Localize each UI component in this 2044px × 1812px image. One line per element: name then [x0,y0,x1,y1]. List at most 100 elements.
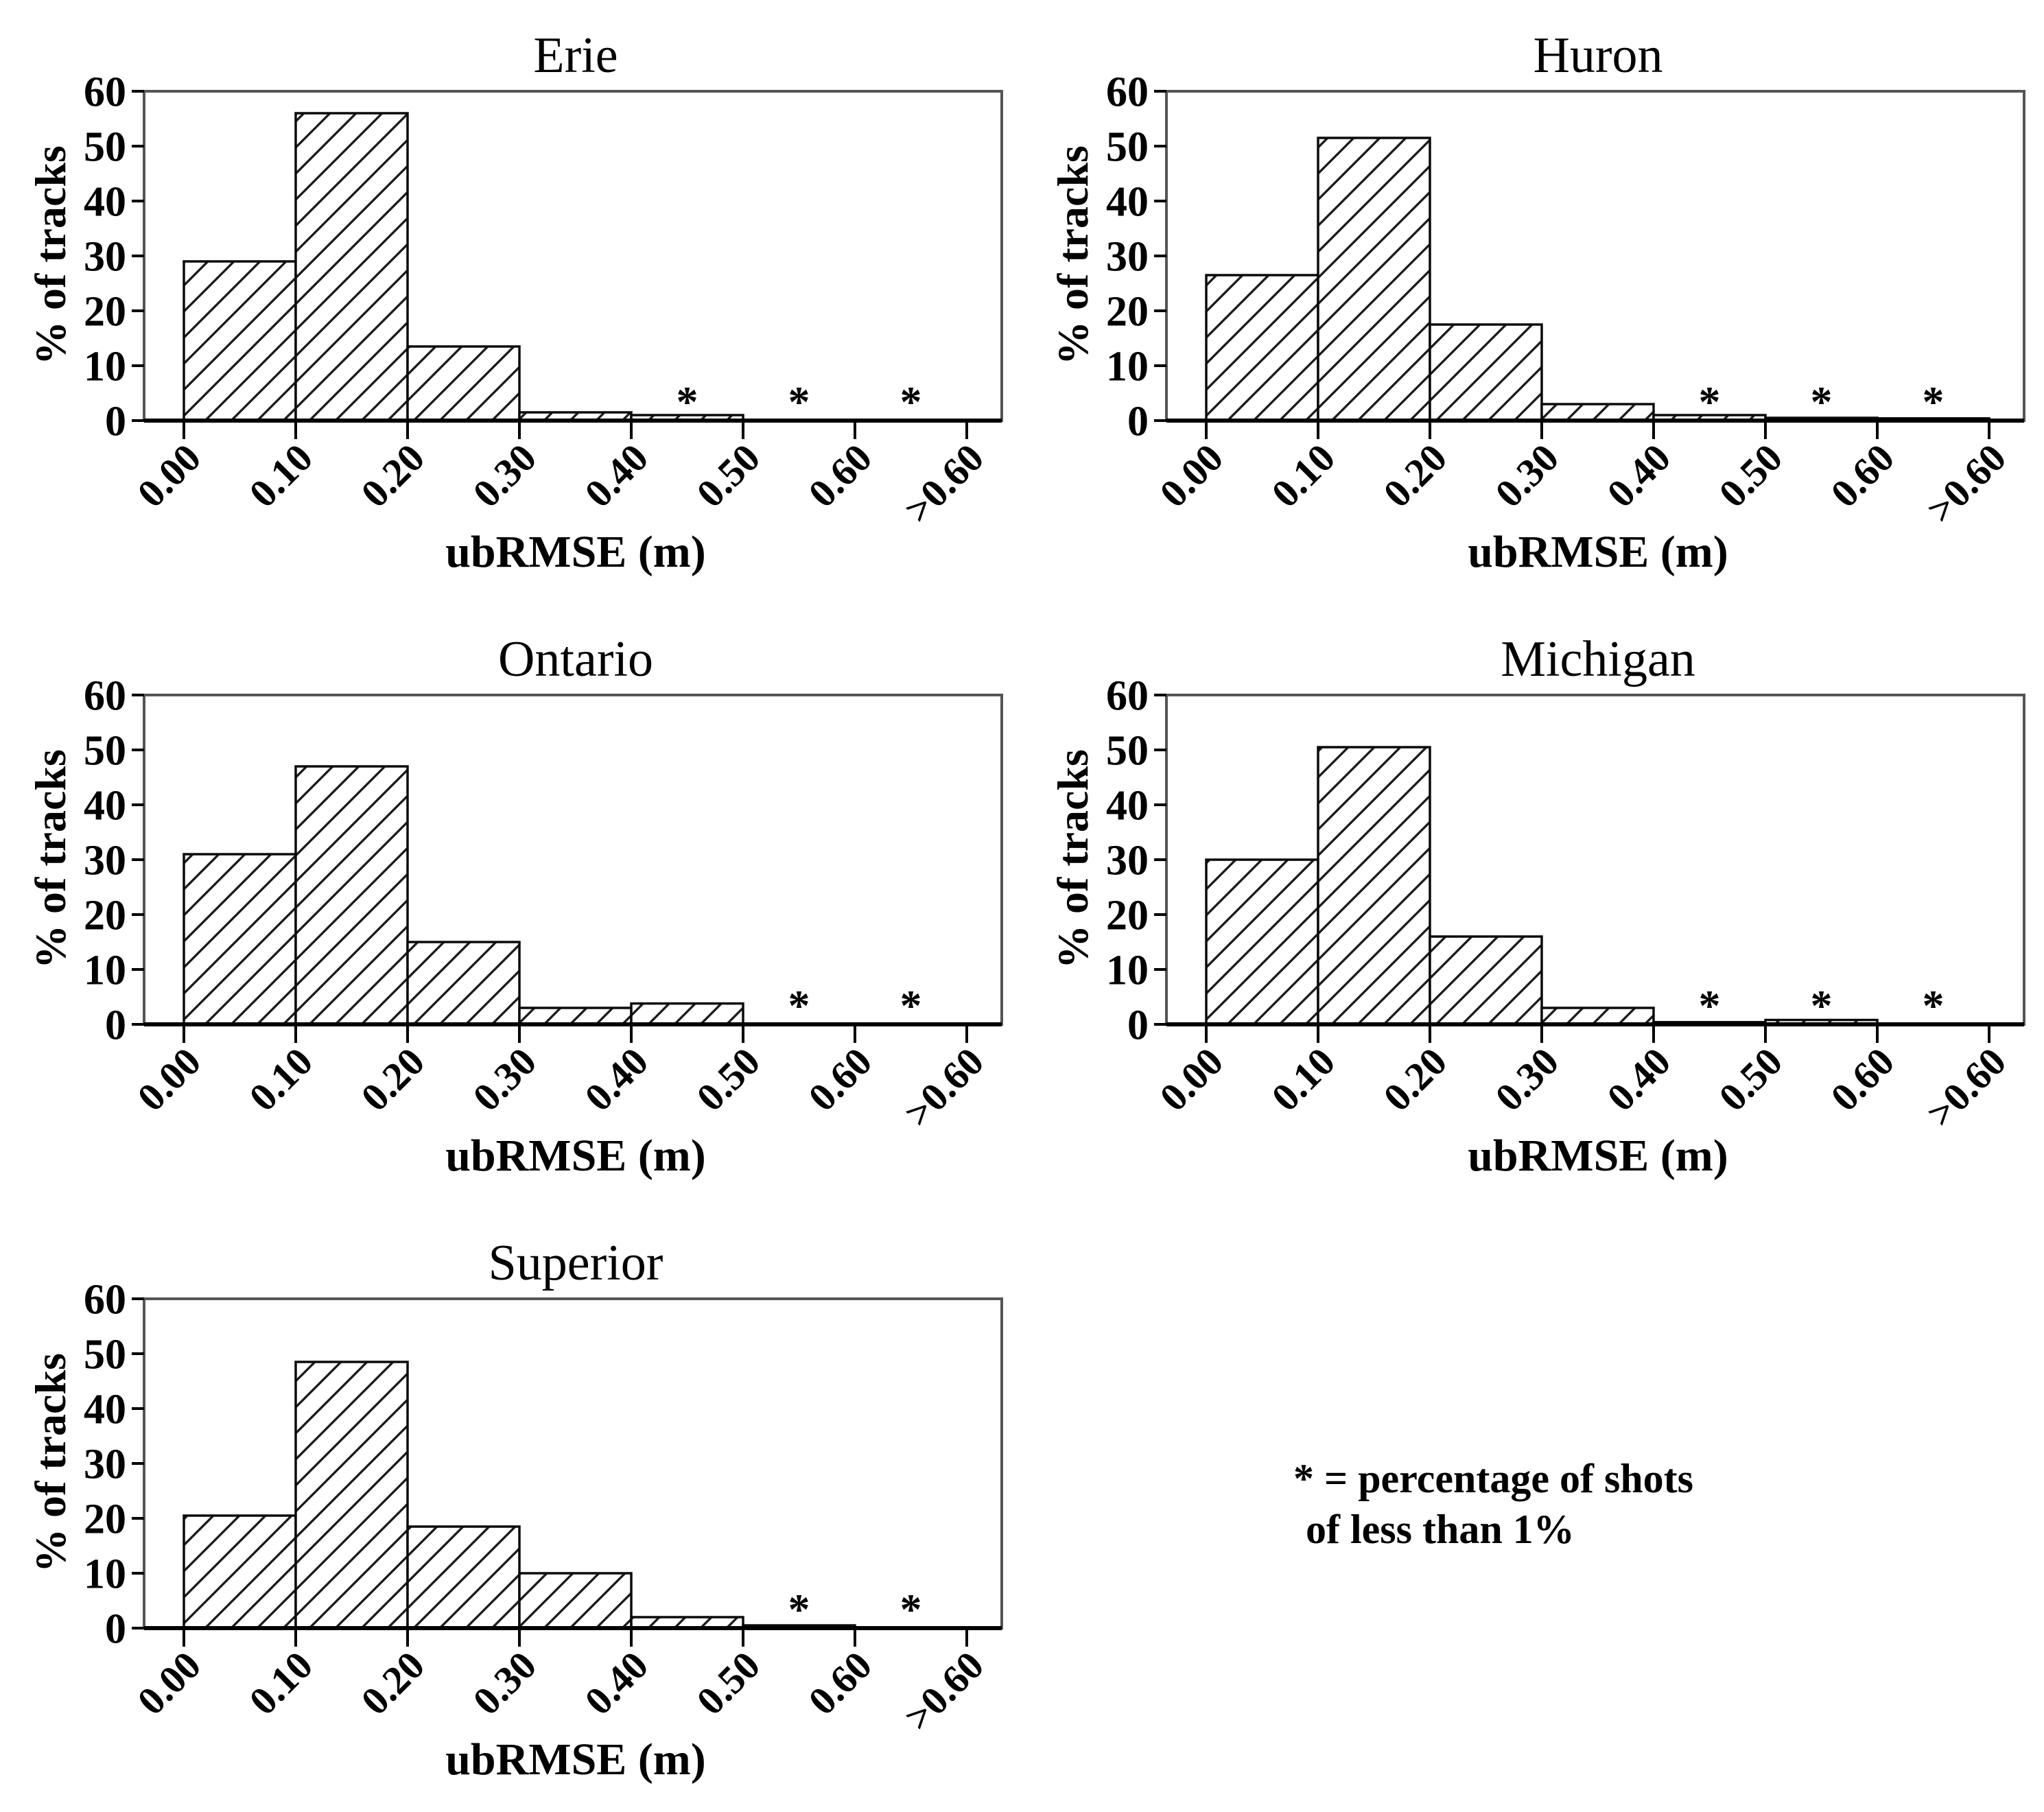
x-tick-label: >0.60 [895,435,992,532]
y-tick-label: 60 [84,673,126,720]
histogram-bar [1429,935,1543,1026]
asterisk-marker: * [900,377,922,426]
histogram-bar [406,941,521,1026]
x-axis-label: ubRMSE (m) [1468,527,1728,577]
x-tick-label: 0.50 [1710,435,1791,516]
x-tick-label: 0.00 [1151,435,1232,516]
y-tick-label: 20 [1106,289,1149,336]
asterisk-marker: * [788,981,810,1030]
y-tick-label: 40 [84,179,126,226]
histogram-canvas-superior: 0 10 20 30 40 50 60 0.00 0.10 0.20 0.30 0.40 0.50 0.6… [84,1277,1003,1739]
y-tick-label: 30 [84,234,126,281]
y-tick-label: 10 [1106,344,1149,390]
x-tick-label: 0.00 [128,1643,209,1723]
y-tick-label: 10 [1106,948,1149,994]
y-tick-label: 0 [1127,1002,1149,1049]
asterisk-marker: * [1923,377,1945,426]
y-tick-label: 20 [1106,893,1149,939]
x-tick-label: 0.40 [576,1643,657,1723]
bars [183,765,744,1026]
histogram-bar [1317,137,1431,422]
x-tick-label: >0.60 [895,1039,992,1136]
subplot-erie: 0 10 20 30 40 50 60 0.00 0.10 0.20 0.30 0.40 0.50 0.6… [0,0,1022,604]
y-tick-label: 60 [84,69,126,116]
x-tick-label: 0.50 [688,1643,768,1723]
x-tick-label: 0.20 [352,435,433,516]
footnote-cell: * = percentage of shots of less than 1% [1022,1208,2044,1812]
y-tick-label: 20 [84,893,126,939]
asterisk-marker: * [677,377,698,426]
bars [183,1361,856,1629]
x-tick-label: >0.60 [1918,1039,2014,1136]
x-tick-label: 0.30 [464,435,545,516]
subplot-ontario: 0 10 20 30 40 50 60 0.00 0.10 0.20 0.30 0.40 0.50 0.6… [0,604,1022,1208]
subplot-huron: 0 10 20 30 40 50 60 0.00 0.10 0.20 0.30 0.40 0.50 0.6… [1022,0,2044,604]
x-tick-label: 0.40 [1598,435,1679,516]
plot-title: Ontario [497,631,654,687]
histogram-bar [630,1002,744,1026]
histogram-bar [1540,1007,1655,1026]
plot-area: 0 10 20 30 40 50 60 0.00 0.10 0.20 0.30 0.40 0.50 0.6… [1106,69,2025,532]
histogram-bar [406,345,521,422]
y-tick-label: 50 [1106,124,1149,171]
x-tick-label: 0.60 [799,435,880,516]
histogram-bar [1317,746,1431,1026]
plot-area: 0 10 20 30 40 50 60 0.00 0.10 0.20 0.30 0.40 0.50 0.6… [84,1277,1003,1739]
y-tick-label: 40 [84,783,126,829]
x-tick-label: 0.10 [240,1643,321,1723]
subplot-superior: 0 10 20 30 40 50 60 0.00 0.10 0.20 0.30 0.40 0.50 0.6… [0,1208,1022,1812]
x-tick-label: >0.60 [1918,435,2014,532]
asterisk-marker: * [1699,377,1721,426]
x-tick-label: 0.30 [1486,1039,1567,1120]
plot-title: Huron [1533,27,1663,84]
bars [1205,746,1879,1026]
histogram-canvas-ontario: 0 10 20 30 40 50 60 0.00 0.10 0.20 0.30 0.40 0.50 0.6… [84,673,1003,1136]
y-tick-label: 0 [105,399,126,445]
x-tick-label: 0.60 [799,1643,880,1723]
x-tick-label: 0.10 [1262,1039,1343,1120]
x-axis-label: ubRMSE (m) [445,527,706,577]
x-tick-label: 0.50 [688,435,768,516]
y-tick-label: 10 [84,1551,126,1598]
histogram-bar [1540,403,1655,422]
asterisk-marker: * [1923,981,1945,1030]
asterisk-marker: * [900,981,922,1030]
asterisk-marker: * [788,1585,810,1634]
x-tick-label: >0.60 [895,1643,992,1739]
histogram-bar [294,1361,409,1629]
histogram-bar [518,1007,633,1026]
y-tick-label: 30 [84,1442,126,1488]
x-tick-label: 0.20 [1374,1039,1455,1120]
y-tick-label: 50 [84,728,126,775]
x-tick-label: 0.00 [128,435,209,516]
y-tick-label: 10 [84,344,126,390]
y-axis-label: % of tracks [26,749,75,969]
x-tick-label: 0.50 [688,1039,768,1120]
y-tick-label: 30 [84,838,126,884]
y-tick-label: 40 [1106,783,1149,829]
plot-area: 0 10 20 30 40 50 60 0.00 0.10 0.20 0.30 0.40 0.50 0.6… [84,69,1003,532]
histogram-canvas-erie: 0 10 20 30 40 50 60 0.00 0.10 0.20 0.30 0.40 0.50 0.6… [84,69,1003,532]
plot-title: Michigan [1501,631,1695,687]
x-tick-label: 0.20 [1374,435,1455,516]
x-tick-label: 0.40 [1598,1039,1679,1120]
asterisk-marker: * [1811,377,1833,426]
y-tick-label: 60 [1106,69,1149,116]
y-axis-label: % of tracks [1048,749,1097,969]
y-tick-label: 0 [1127,399,1149,445]
footnote-line-2: of less than 1% [1306,1507,1575,1553]
x-tick-label: 0.00 [128,1039,209,1120]
y-tick-label: 50 [84,124,126,171]
histogram-bar [183,1514,297,1629]
x-tick-label: 0.10 [240,1039,321,1120]
y-axis-label: % of tracks [1048,145,1097,365]
bars [1205,137,1990,422]
x-tick-label: 0.60 [1822,1039,1903,1120]
y-tick-label: 60 [1106,673,1149,720]
subplot-michigan: 0 10 20 30 40 50 60 0.00 0.10 0.20 0.30 0.40 0.50 0.6… [1022,604,2044,1208]
histogram-bar [294,112,409,422]
x-tick-label: 0.00 [1151,1039,1232,1120]
x-axis-label: ubRMSE (m) [445,1734,706,1785]
y-axis-label: % of tracks [26,1353,75,1573]
y-tick-label: 30 [1106,234,1149,281]
